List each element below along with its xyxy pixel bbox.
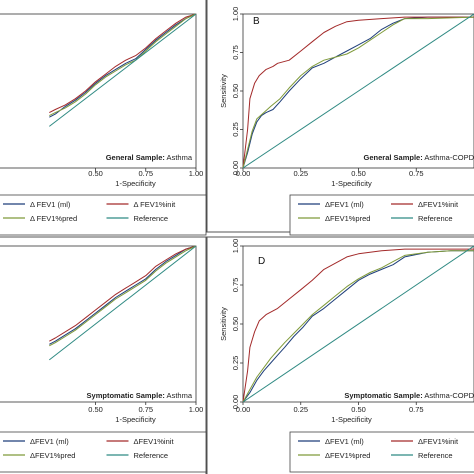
y-axis-title: Sensitivity [219,74,228,108]
series-line-reference [242,245,474,403]
annotation-sample: General Sample: [106,153,165,162]
series-line-reference [48,245,197,361]
legend-label: Δ FEV1 (ml) [30,200,71,209]
legend-box [0,431,207,473]
legend-label: Δ FEV1%pred [30,214,77,223]
y-tick-label: 0.25 [231,356,240,371]
x-tick-label: 0.00 [236,169,251,178]
legend-label: Reference [418,451,453,460]
series-line-fev1-pred [49,13,197,117]
legend-label: ΔFEV1%pred [325,451,370,460]
panel-annotation: Symptomatic Sample: Asthma-COPD [344,391,474,400]
y-tick-label: 1.00 [231,7,240,22]
x-axis-title: 1-Specificity [115,179,156,188]
roc-panel-a: 0.50 0.75 1.00 1-Specificity General Sample:… [0,0,207,236]
x-tick-label: 0.75 [138,405,153,414]
legend-label: Reference [134,451,169,460]
y-tick-label: 0.25 [231,122,240,137]
x-tick-label: 0.25 [293,405,308,414]
series-line-fev1-ml [49,13,197,118]
legend-box [289,431,474,473]
annotation-condition: Asthma [165,391,193,400]
series-line-fev1-init [242,16,474,169]
y-tick-label: 0.75 [231,45,240,60]
annotation-condition: Asthma-COPD [423,391,474,400]
series-line-reference [242,13,474,169]
panel-frame [206,236,474,474]
legend-label: Reference [418,214,453,223]
x-axis-title: 1-Specificity [331,179,372,188]
plot-area [0,13,197,169]
panel-annotation: General Sample: Asthma-COPD [364,153,474,162]
y-tick-label: 0.00 [231,161,240,176]
legend-label: ΔFEV1%init [418,437,459,446]
series-line-fev1-pred [242,16,474,169]
x-axis-title: 1-Specificity [331,415,372,424]
series-line-fev1-ml [242,250,474,403]
plot-area [0,245,197,403]
panel-annotation: General Sample: Asthma [106,153,193,162]
x-tick-label: 0.50 [351,405,366,414]
y-tick-label: 0.50 [231,317,240,332]
annotation-condition: Asthma-COPD [423,153,474,162]
series-line-fev1-init [49,245,197,342]
roc-panel-c: 0.50 0.75 1.00 1-Specificity Symptomatic Sam… [0,236,207,474]
annotation-sample: Symptomatic Sample: [87,391,165,400]
legend-label: Δ FEV1%init [134,200,177,209]
x-tick-label: 1.00 [189,169,204,178]
series-line-reference [48,13,197,127]
series-line-fev1-ml [49,245,197,345]
legend-label: ΔFEV1%pred [325,214,370,223]
x-tick-label: 0.00 [236,405,251,414]
x-tick-label: 1.00 [189,405,204,414]
legend-label: Reference [134,214,169,223]
annotation-sample: General Sample: [364,153,423,162]
panel-annotation: Symptomatic Sample: Asthma [87,391,193,400]
panel-label: D [258,256,265,267]
roc-panel-b: 0.00 0.25 0.50 0.75 0.00 0.25 0.50 0.75 1.00 1-Sp… [206,0,474,236]
y-tick-label: 0.75 [231,278,240,293]
x-tick-label: 0.50 [88,405,103,414]
legend-label: ΔFEV1%init [418,200,459,209]
x-tick-label: 0.75 [409,405,424,414]
legend-box [0,194,207,236]
legend-label: ΔFEV1 (ml) [30,437,69,446]
legend-label: ΔFEV1%pred [30,451,75,460]
series-line-fev1-ml [242,16,474,169]
series-line-fev1-pred [242,250,474,403]
y-tick-label: 1.00 [231,239,240,254]
legend-label: ΔFEV1 (ml) [325,437,364,446]
legend-label: ΔFEV1%init [134,437,175,446]
y-tick-label: 0.00 [231,395,240,410]
series-line-fev1-init [242,248,474,403]
x-tick-label: 0.75 [409,169,424,178]
x-axis-title: 1-Specificity [115,415,156,424]
y-tick-label: 0.50 [231,84,240,99]
y-axis-title: Sensitivity [219,307,228,341]
roc-panel-d: 0.00 0.25 0.50 0.75 0.00 0.25 0.50 0.75 1.00 1-Sp… [206,236,474,474]
series-line-fev1-pred [49,245,197,347]
panel-frame [0,236,207,474]
series-line-fev1-init [49,13,197,114]
x-tick-label: 0.75 [138,169,153,178]
x-tick-label: 0.50 [88,169,103,178]
x-tick-label: 0.25 [293,169,308,178]
legend-label: ΔFEV1 (ml) [325,200,364,209]
annotation-sample: Symptomatic Sample: [344,391,422,400]
annotation-condition: Asthma [165,153,193,162]
panel-label: B [253,16,260,27]
x-tick-label: 0.50 [351,169,366,178]
legend-box [289,194,474,236]
